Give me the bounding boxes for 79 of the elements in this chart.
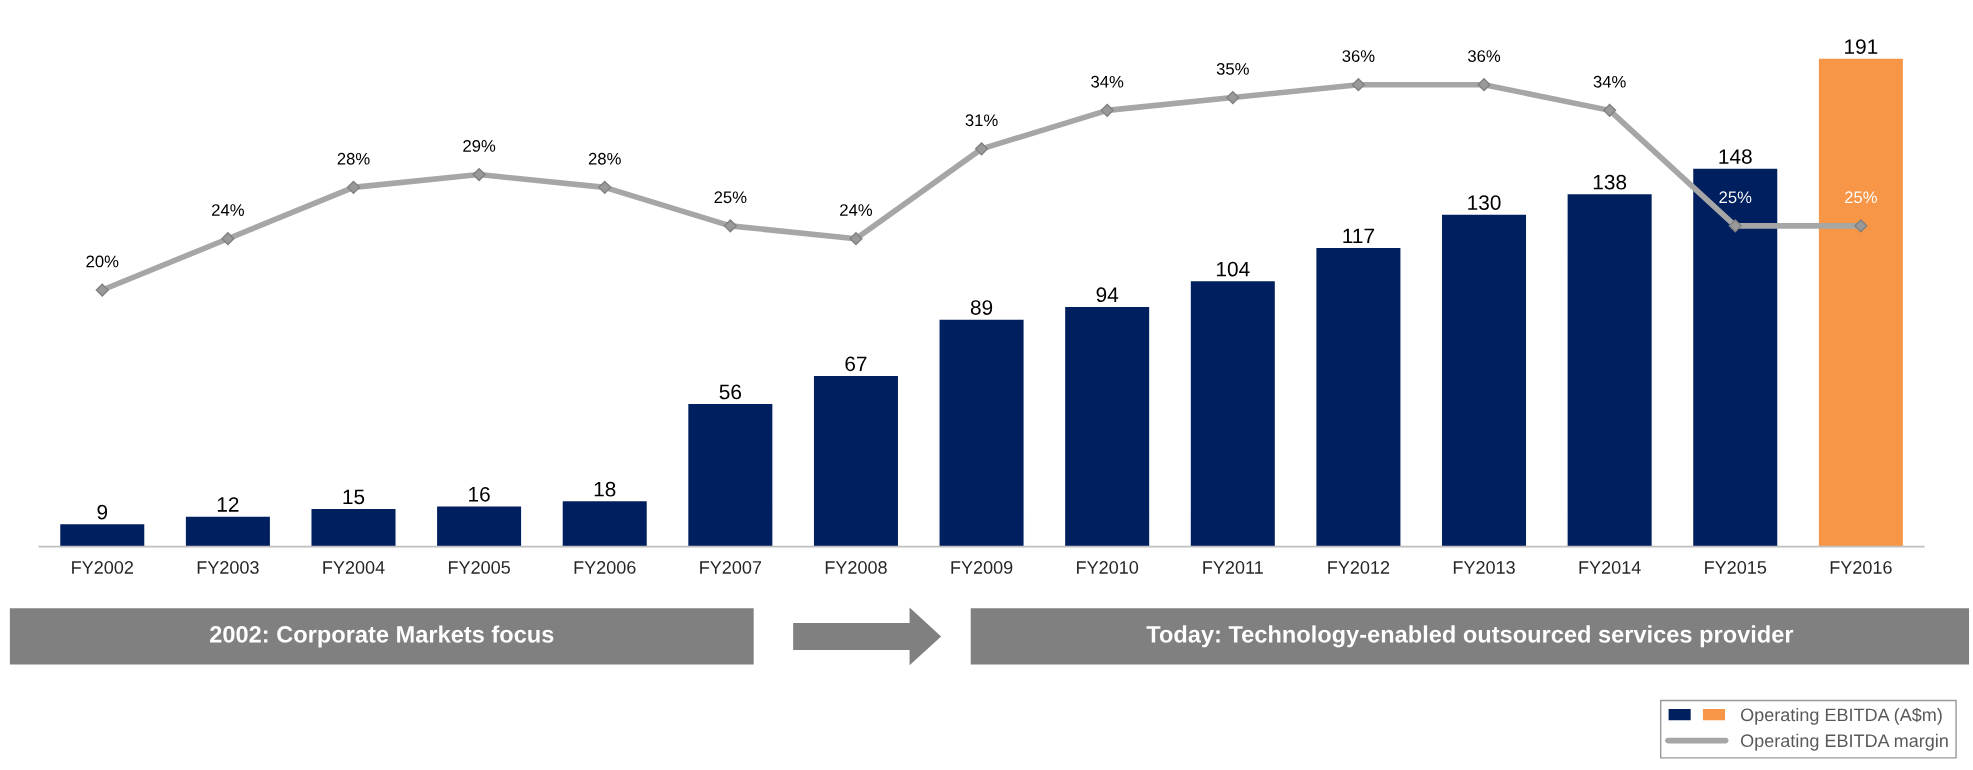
point — [1728, 219, 1742, 233]
bar — [1817, 57, 1905, 547]
x-tick-label: FY2010 — [1077, 561, 1139, 574]
data-label: 25% — [1719, 191, 1752, 204]
data-label: 24% — [212, 204, 244, 216]
point — [598, 180, 612, 194]
data-label: 36% — [1467, 50, 1501, 62]
data-label: 28% — [337, 152, 370, 165]
bar — [58, 522, 146, 547]
bar — [561, 499, 649, 547]
bar — [1566, 192, 1654, 547]
data-label: 104 — [1217, 261, 1250, 277]
bar — [1440, 213, 1528, 547]
x-tick-label: FY2006 — [574, 561, 636, 574]
x-tick-label: FY2008 — [825, 561, 887, 574]
x-tick-label: FY2016 — [1830, 561, 1892, 574]
point — [849, 232, 863, 246]
data-label: 191 — [1845, 39, 1878, 54]
data-label: 20% — [86, 255, 119, 268]
bar — [1063, 305, 1151, 547]
point — [723, 219, 737, 233]
bar — [938, 318, 1025, 547]
x-tick-label: FY2015 — [1705, 561, 1767, 574]
data-label: 34% — [1593, 75, 1626, 88]
bar — [1315, 246, 1402, 547]
bar — [310, 507, 397, 547]
x-tick-label: FY2003 — [197, 561, 259, 574]
x-tick-label: FY2013 — [1453, 561, 1515, 574]
data-label: 117 — [1343, 228, 1374, 244]
data-label: 148 — [1719, 149, 1752, 164]
bar — [1189, 279, 1277, 547]
text: 2002: Corporate Markets focus — [210, 625, 554, 648]
point — [1603, 103, 1617, 117]
data-label: 9 — [97, 504, 108, 520]
data-label: 94 — [1096, 287, 1119, 303]
x-tick-label: FY2007 — [700, 561, 762, 574]
data-label: 89 — [970, 300, 993, 315]
bar — [812, 374, 900, 547]
bar — [435, 505, 523, 547]
data-label: 25% — [1845, 191, 1877, 204]
point — [1477, 78, 1491, 92]
data-label: 34% — [1091, 75, 1124, 88]
point — [1226, 90, 1240, 105]
legend-label: Operating EBITDA (A$m) — [1740, 707, 1942, 725]
x-tick-label: FY2004 — [323, 561, 385, 574]
text: Today: Technology-enabled outsourced services provider — [1146, 625, 1794, 648]
data-label: 36% — [1342, 50, 1375, 62]
point — [1351, 78, 1365, 92]
x-tick-label: FY2005 — [448, 561, 510, 574]
bar — [184, 515, 272, 547]
x-tick-label: FY2002 — [72, 561, 133, 574]
data-label: 15 — [343, 489, 365, 505]
point — [1854, 219, 1868, 233]
point — [472, 167, 486, 182]
data-label: 56 — [719, 384, 742, 400]
data-label: 138 — [1593, 174, 1627, 190]
data-label: 29% — [463, 139, 496, 152]
legend-label: Operating EBITDA margin — [1740, 733, 1948, 751]
data-label: 12 — [217, 497, 239, 512]
data-label: 24% — [840, 204, 873, 216]
x-tick-label: FY2009 — [951, 561, 1013, 574]
data-label: 35% — [1216, 62, 1249, 75]
x-tick-label: FY2014 — [1579, 561, 1641, 574]
data-label: 25% — [714, 191, 747, 204]
x-tick-label: FY2012 — [1328, 561, 1390, 574]
x-tick-label: FY2011 — [1203, 561, 1263, 574]
data-label: 31% — [965, 114, 998, 127]
data-label: 67 — [845, 356, 867, 372]
point — [1100, 103, 1114, 117]
bar — [1691, 167, 1779, 547]
point — [221, 232, 235, 246]
data-label: 130 — [1468, 195, 1501, 210]
data-label: 18 — [594, 481, 616, 497]
point — [346, 180, 361, 194]
data-label: 16 — [469, 486, 490, 502]
point — [974, 142, 989, 156]
data-label: 28% — [588, 152, 621, 165]
point — [95, 283, 109, 297]
bar — [686, 402, 774, 547]
